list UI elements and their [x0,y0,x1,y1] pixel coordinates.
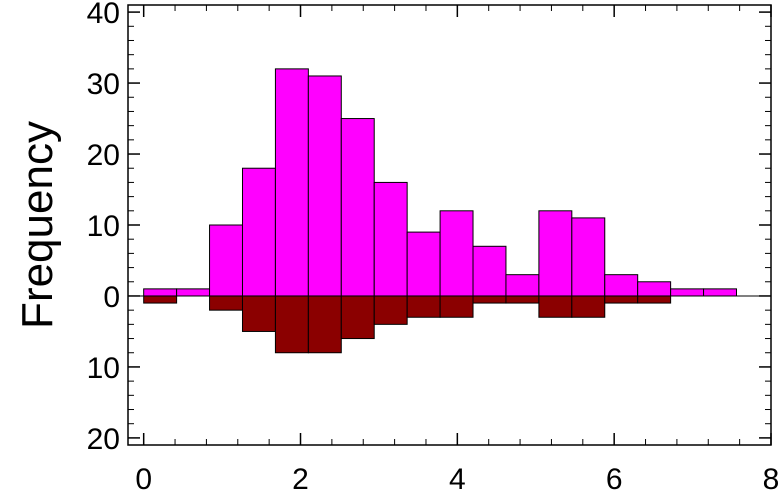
y-tick-label: 20 [87,423,120,456]
upper-bar-9 [439,210,474,297]
upper-bar-13 [571,217,606,297]
y-tick-label: 20 [87,139,120,172]
lower-bar-13 [571,295,606,318]
y-tick-label: 10 [87,210,120,243]
upper-bar-15 [637,281,672,297]
upper-bar-0 [143,288,178,297]
upper-bar-3 [241,167,276,297]
lower-bar-12 [538,295,573,318]
lower-bar-0 [143,295,178,304]
upper-bar-12 [538,210,573,297]
lower-bar-7 [373,295,408,325]
x-tick-label: 6 [606,463,623,496]
upper-histogram-bars [143,68,737,297]
upper-bar-8 [406,231,441,297]
lower-bar-6 [340,295,375,340]
lower-bar-11 [505,295,540,304]
lower-bar-2 [209,295,243,311]
lower-bar-4 [274,295,309,354]
lower-bar-9 [439,295,474,318]
upper-bar-11 [505,274,540,297]
y-tick-label: 10 [87,352,120,385]
y-tick-label: 40 [87,0,120,30]
lower-bar-10 [472,295,507,304]
x-axis: 0 2 4 6 8 [135,5,779,496]
y-axis-label: Frequency [13,121,62,329]
upper-bar-14 [604,274,639,297]
x-tick-label: 8 [763,463,780,496]
lower-bar-8 [406,295,441,318]
lower-bar-14 [604,295,639,304]
lower-histogram-bars [143,295,672,354]
upper-bar-16 [670,288,705,297]
upper-bar-2 [209,224,243,297]
upper-bar-1 [176,288,211,297]
x-tick-label: 2 [292,463,309,496]
y-axis: 40 30 20 10 0 10 20 [87,0,771,456]
upper-bar-4 [274,68,309,297]
upper-bar-10 [472,245,507,297]
lower-bar-3 [241,295,276,332]
x-tick-label: 0 [135,463,152,496]
upper-bar-7 [373,181,408,297]
y-tick-label: 0 [103,281,120,314]
upper-bar-6 [340,118,375,297]
x-tick-label: 4 [449,463,466,496]
upper-bar-5 [307,75,342,297]
y-tick-label: 30 [87,68,120,101]
upper-bar-17 [703,288,737,297]
lower-bar-5 [307,295,342,354]
lower-bar-15 [637,295,672,304]
